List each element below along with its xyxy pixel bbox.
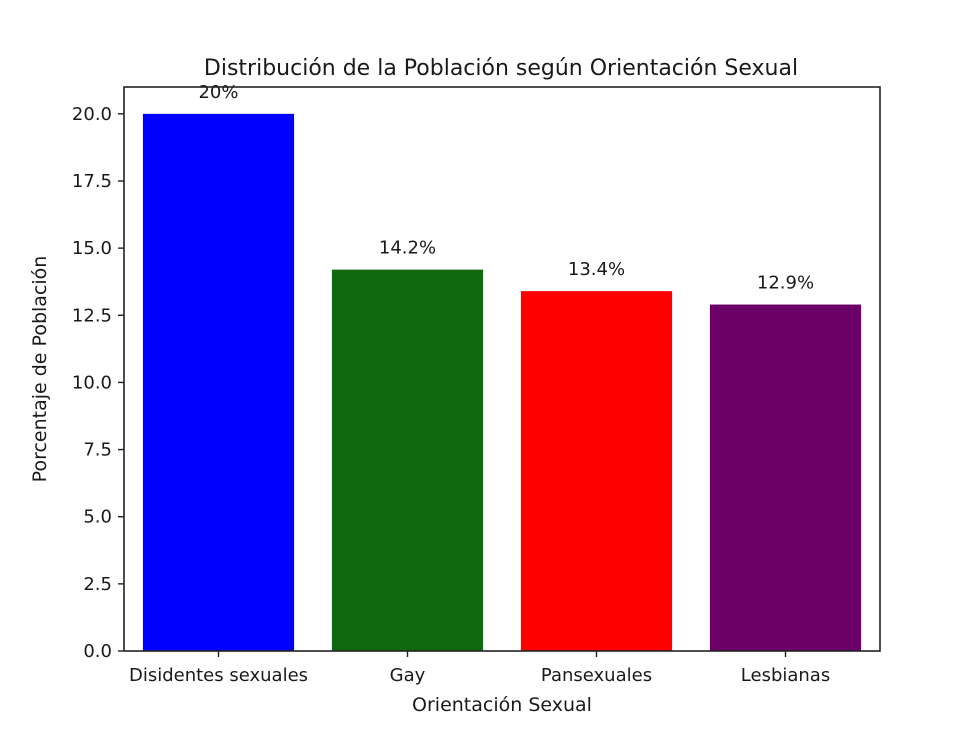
y-tick-label-2: 2.5 — [83, 574, 112, 595]
bar-3 — [520, 291, 673, 651]
y-tick-label-3: 5.0 — [83, 507, 112, 528]
data-label-4: 12.9% — [757, 273, 814, 294]
plot-frame — [123, 86, 881, 652]
y-tick-label-8: 17.5 — [72, 171, 112, 192]
x-axis: Disidentes sexuales Gay Pansexuales Lesbian… — [129, 651, 830, 686]
data-label-1: 20% — [198, 82, 238, 103]
data-label-3: 13.4% — [568, 259, 625, 280]
y-tick-label-9: 20.0 — [72, 104, 112, 125]
x-tick-label-1: Disidentes sexuales — [129, 665, 308, 686]
y-tick-label-5: 10.0 — [72, 372, 112, 393]
chart-title: Distribución de la Población según Orien… — [204, 56, 798, 81]
data-label-2: 14.2% — [379, 238, 436, 259]
bar-2 — [331, 269, 484, 651]
y-tick-label-6: 12.5 — [72, 305, 112, 326]
bar-4 — [709, 304, 862, 651]
x-tick-label-2: Gay — [390, 665, 426, 686]
y-tick-label-1: 0.0 — [83, 641, 112, 662]
y-tick-label-4: 7.5 — [83, 440, 112, 461]
bar-1 — [142, 113, 295, 652]
y-axis: 0.0 2.5 5.0 7.5 10.0 12.5 15.0 17.5 20.0 — [72, 104, 124, 662]
data-labels-group: 20% 14.2% 13.4% 12.9% — [198, 82, 814, 294]
x-axis-label: Orientación Sexual — [412, 694, 592, 716]
y-axis-label: Porcentaje de Población — [29, 256, 51, 483]
x-tick-label-3: Pansexuales — [541, 665, 652, 686]
bars-group — [142, 113, 862, 652]
x-tick-label-4: Lesbianas — [741, 665, 830, 686]
y-tick-label-7: 15.0 — [72, 238, 112, 259]
